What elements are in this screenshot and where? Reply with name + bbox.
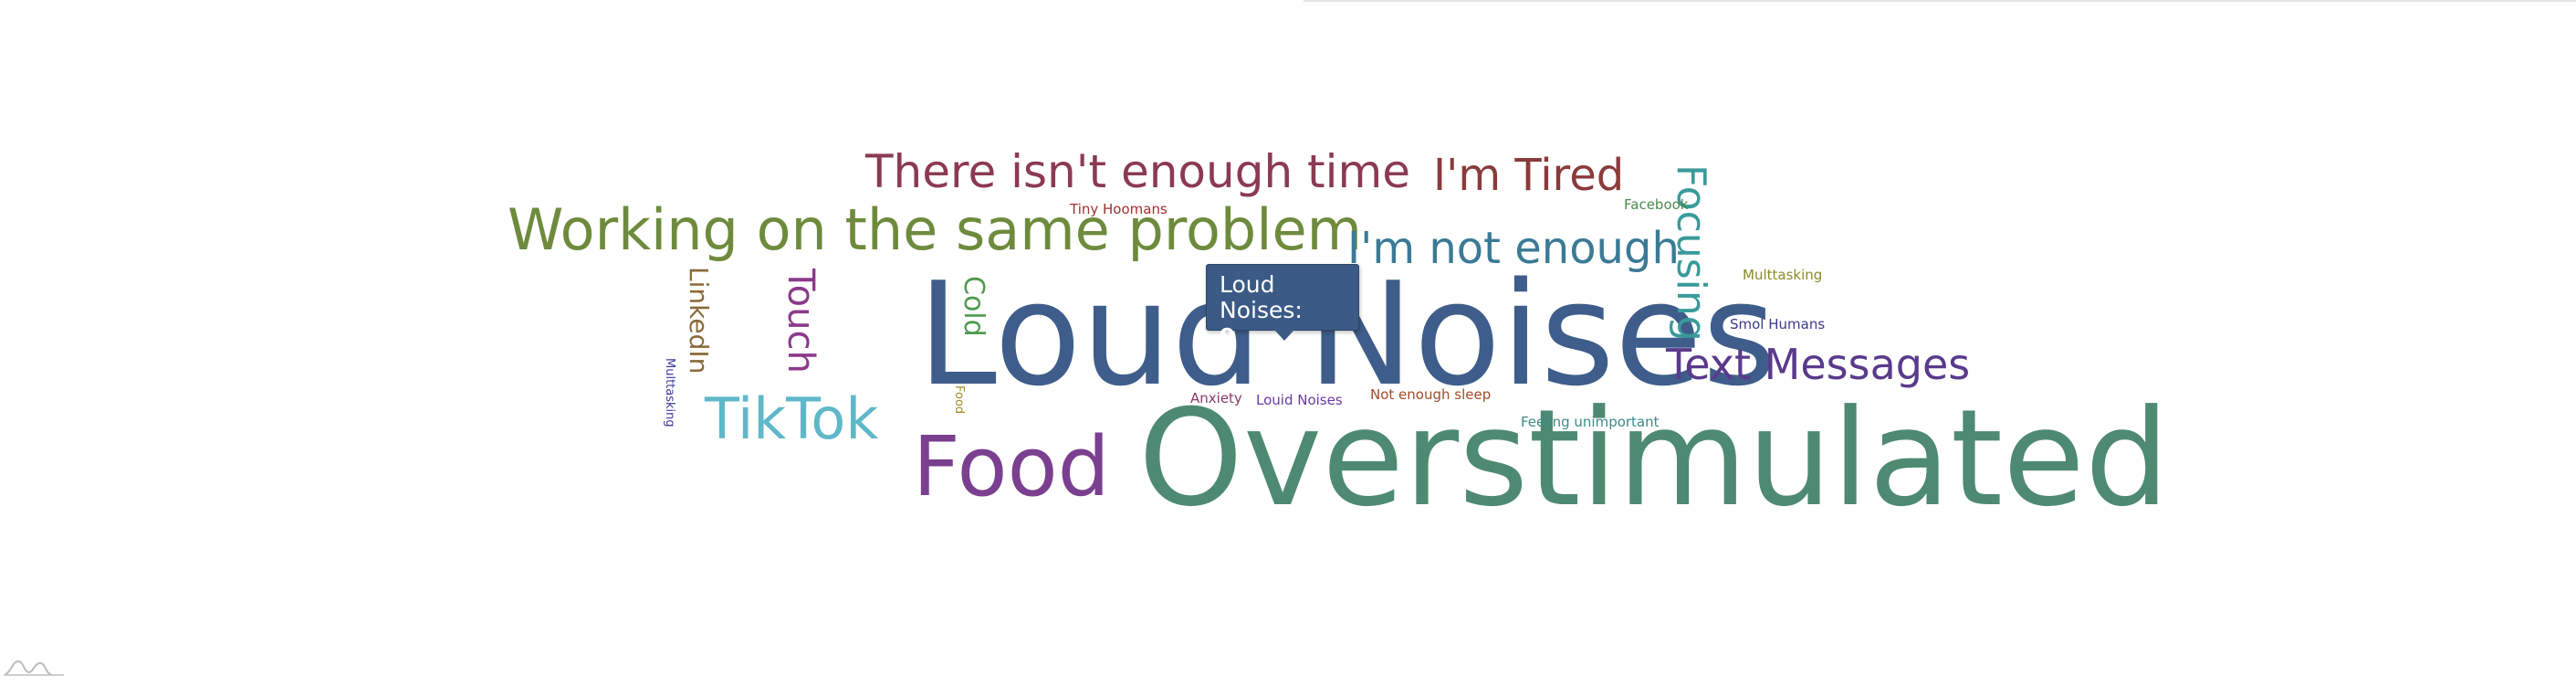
word-there-isn-t-enough-time[interactable]: There isn't enough time	[864, 145, 1410, 198]
word-multtasking-small[interactable]: Multtasking	[663, 358, 676, 427]
word-focusing[interactable]: Focusing	[1668, 164, 1714, 342]
word-anxiety[interactable]: Anxiety	[1190, 390, 1242, 406]
tooltip-arrow	[1274, 330, 1294, 341]
tooltip-value: 9	[1220, 323, 1236, 350]
word-food-small[interactable]: Food	[952, 385, 966, 414]
top-divider	[1304, 0, 2576, 2]
chart-logo-icon	[4, 659, 64, 676]
tooltip-label: Loud Noises:	[1220, 271, 1303, 323]
word-facebook[interactable]: Facebook	[1624, 196, 1689, 213]
word-linkedin[interactable]: LinkedIn	[684, 267, 714, 374]
word-text-messages[interactable]: Text Messages	[1665, 340, 1970, 389]
word-i-m-not-enough[interactable]: I'm not enough	[1347, 223, 1680, 274]
word-not-enough-sleep[interactable]: Not enough sleep	[1370, 386, 1491, 403]
word-feeling-unimportant[interactable]: Feeling unimportant	[1521, 414, 1660, 430]
word-touch[interactable]: Touch	[780, 268, 822, 374]
word-tiny-hoomans[interactable]: Tiny Hoomans	[1069, 201, 1168, 217]
word-working-on-the-same-problem[interactable]: Working on the same problem	[508, 196, 1362, 263]
word-cold[interactable]: Cold	[958, 276, 990, 337]
word-louid-noises[interactable]: Louid Noises	[1256, 392, 1343, 408]
word-smol-humans[interactable]: Smol Humans	[1730, 316, 1825, 332]
word-multtasking[interactable]: Multtasking	[1743, 267, 1822, 283]
word-i-m-tired[interactable]: I'm Tired	[1433, 150, 1624, 201]
word-food[interactable]: Food	[913, 419, 1110, 515]
word-overstimulated[interactable]: Overstimulated	[1138, 381, 2170, 536]
word-tiktok[interactable]: TikTok	[704, 385, 878, 452]
word-tooltip: Loud Noises: 9	[1206, 264, 1359, 350]
